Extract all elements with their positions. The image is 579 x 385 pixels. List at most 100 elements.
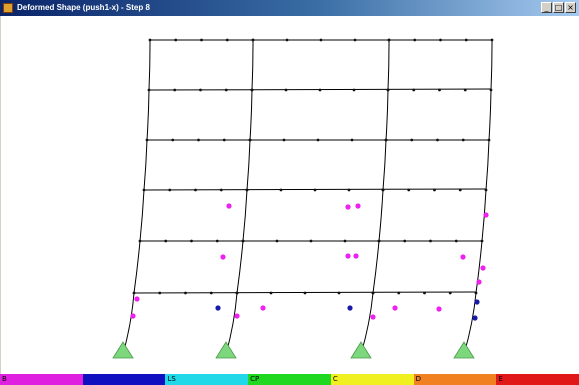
frame-node bbox=[343, 239, 347, 243]
restore-button[interactable]: □ bbox=[553, 2, 564, 13]
frame-node bbox=[448, 291, 452, 295]
frame-node bbox=[474, 291, 478, 295]
frame-node bbox=[313, 188, 317, 192]
frame-node bbox=[371, 291, 375, 295]
model-view-canvas[interactable] bbox=[0, 16, 579, 374]
plastic-hinge-marker bbox=[474, 299, 480, 305]
legend-segment: E bbox=[496, 374, 579, 385]
frame-node bbox=[347, 188, 351, 192]
fixed-support-icon bbox=[112, 341, 134, 359]
frame-node bbox=[403, 239, 407, 243]
frame-node bbox=[250, 88, 254, 92]
frame-node bbox=[316, 138, 320, 142]
frame-node bbox=[168, 188, 172, 192]
frame-node bbox=[199, 88, 202, 92]
frame-node bbox=[209, 291, 213, 295]
frame-node bbox=[454, 239, 458, 243]
window-controls: _ □ × bbox=[541, 2, 576, 14]
frame-node bbox=[200, 38, 203, 42]
window-title: Deformed Shape (push1-x) - Step 8 bbox=[17, 3, 150, 12]
plastic-hinge-marker bbox=[436, 306, 442, 312]
frame-node bbox=[352, 88, 356, 92]
frame-node bbox=[397, 291, 401, 295]
frame-node bbox=[245, 188, 249, 192]
frame-node bbox=[284, 88, 288, 92]
frame-node bbox=[303, 291, 307, 295]
frame-node bbox=[158, 291, 162, 295]
minimize-button[interactable]: _ bbox=[541, 2, 552, 13]
frame-node bbox=[484, 188, 488, 192]
close-button[interactable]: × bbox=[565, 2, 576, 13]
frame-node bbox=[464, 38, 468, 42]
frame-node bbox=[309, 239, 313, 243]
legend-label: E bbox=[498, 375, 503, 383]
frame-column bbox=[225, 39, 254, 355]
frame-node bbox=[222, 138, 226, 142]
legend-label: C bbox=[332, 375, 338, 383]
legend-label: LS bbox=[167, 375, 176, 383]
hinge-state-legend: B LS CP C D E bbox=[0, 374, 579, 385]
frame-node bbox=[384, 138, 388, 142]
frame-node bbox=[429, 239, 432, 243]
frame-node bbox=[251, 38, 255, 42]
plastic-hinge-marker bbox=[220, 254, 226, 260]
frame-node bbox=[171, 138, 175, 142]
frame-node bbox=[480, 239, 484, 243]
frame-node bbox=[490, 38, 494, 42]
frame-node bbox=[438, 88, 441, 92]
frame-node bbox=[224, 88, 228, 92]
title-bar: Deformed Shape (push1-x) - Step 8 _ □ × bbox=[0, 0, 579, 16]
frame-node bbox=[487, 138, 491, 142]
frame-node bbox=[353, 38, 357, 42]
legend-label: D bbox=[415, 375, 421, 383]
plastic-hinge-marker bbox=[345, 204, 351, 210]
frame-node bbox=[147, 88, 151, 92]
frame-node bbox=[433, 188, 436, 192]
frame-node bbox=[285, 38, 289, 42]
frame-column bbox=[360, 39, 390, 355]
frame-node bbox=[318, 88, 322, 92]
frame-node bbox=[145, 138, 149, 142]
app-icon[interactable] bbox=[3, 3, 13, 13]
frame-node bbox=[350, 138, 354, 142]
frame-node bbox=[458, 188, 462, 192]
frame-node bbox=[275, 239, 279, 243]
legend-label: B bbox=[2, 375, 7, 383]
plastic-hinge-marker bbox=[483, 212, 489, 218]
plastic-hinge-marker bbox=[226, 203, 232, 209]
frame-node bbox=[377, 239, 381, 243]
frame-node bbox=[381, 188, 385, 192]
frame-node bbox=[184, 291, 187, 295]
plastic-hinge-marker bbox=[134, 296, 140, 302]
legend-segment bbox=[82, 374, 166, 385]
frame-node bbox=[174, 38, 178, 42]
plastic-hinge-marker bbox=[476, 279, 482, 285]
frame-node bbox=[412, 88, 416, 92]
deformed-frame-drawing bbox=[112, 38, 494, 359]
frame-node bbox=[407, 188, 411, 192]
legend-segment: CP bbox=[248, 374, 331, 385]
frame-node bbox=[386, 88, 390, 92]
frame-node bbox=[436, 138, 439, 142]
legend-segment: D bbox=[413, 374, 497, 385]
frame-node bbox=[164, 239, 168, 243]
legend-label: CP bbox=[250, 375, 260, 383]
frame-node bbox=[423, 291, 426, 295]
frame-node bbox=[132, 291, 136, 295]
frame-node bbox=[225, 38, 229, 42]
fixed-support-icon bbox=[350, 341, 372, 359]
frame-column bbox=[122, 39, 151, 355]
frame-node bbox=[269, 291, 273, 295]
legend-segment: C bbox=[330, 374, 414, 385]
frame-node bbox=[279, 188, 283, 192]
frame-node bbox=[461, 138, 465, 142]
frame-node bbox=[241, 239, 245, 243]
frame-node bbox=[413, 38, 417, 42]
frame-node bbox=[248, 138, 252, 142]
plastic-hinge-marker bbox=[355, 203, 361, 209]
frame-node bbox=[194, 188, 197, 192]
frame-node bbox=[387, 38, 391, 42]
frame-node bbox=[197, 138, 200, 142]
fixed-support-icon bbox=[453, 341, 475, 359]
plastic-hinge-marker bbox=[345, 253, 351, 259]
